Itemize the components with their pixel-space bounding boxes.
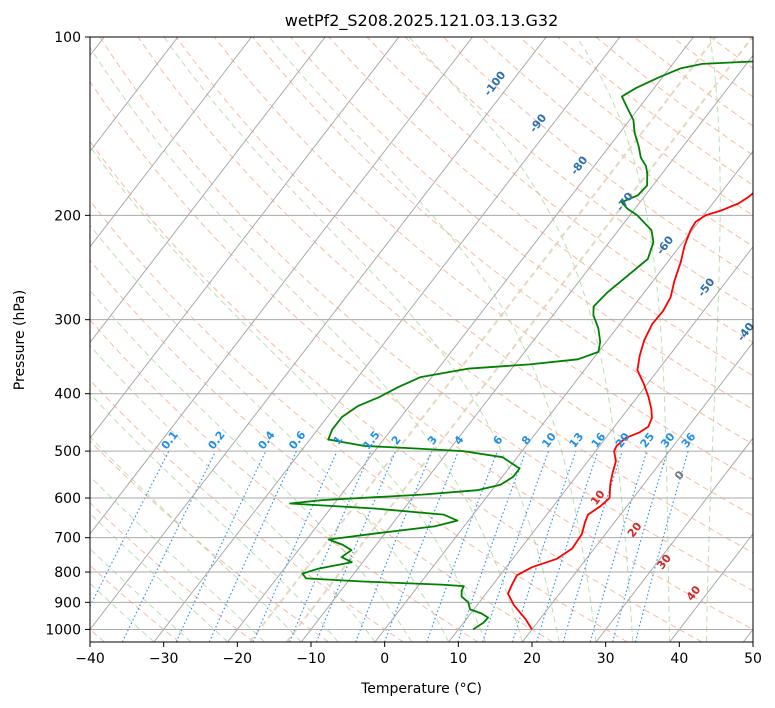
- moist-adiabat-line: [90, 475, 265, 642]
- y-tick-label: 600: [54, 491, 81, 507]
- dry-adiabat-line: [290, 37, 753, 411]
- dry-adiabat-line: [366, 37, 753, 344]
- isotherm-line: [90, 37, 252, 248]
- mixing-ratio-line: [289, 450, 372, 642]
- dry-adiabat-line: [90, 199, 628, 642]
- x-tick-label: −40: [75, 651, 105, 667]
- isotherm-line: [669, 532, 753, 642]
- moist-adiabat-line: [90, 289, 413, 642]
- dry-adiabat-line: [90, 140, 703, 642]
- mixing-ratio-line: [482, 450, 550, 642]
- y-tick-label: 900: [54, 595, 81, 611]
- dry-adiabat-line: [90, 319, 479, 642]
- chart-title: wetPf2_S208.2025.121.03.13.G32: [285, 11, 559, 31]
- dgz-line: [249, 37, 717, 642]
- isotherm-line: [595, 437, 753, 642]
- profile-lines: [289, 60, 753, 631]
- y-tick-label: 1000: [45, 622, 81, 638]
- y-tick-label: 700: [54, 531, 81, 547]
- x-tick-label: 50: [744, 651, 762, 667]
- moist-adiabat-line: [90, 548, 192, 642]
- dry-adiabat-line: [404, 37, 753, 311]
- isotherm-line: [227, 37, 694, 642]
- dry-adiabat-line: [175, 37, 753, 517]
- isotherm-line: [90, 37, 400, 439]
- x-axis-label: Temperature (°C): [360, 681, 482, 697]
- mixing-ratio-line: [457, 450, 527, 642]
- y-tick-label: 100: [54, 30, 81, 46]
- moist-adiabat-line: [90, 224, 450, 642]
- mixing-ratio-line: [315, 450, 397, 642]
- mixing-ratio-line: [536, 450, 599, 642]
- x-tick-label: 10: [449, 651, 467, 667]
- dgz-line: [285, 37, 753, 642]
- dewpoint-profile-line: [289, 60, 753, 631]
- moist-adiabat-line: [90, 344, 376, 642]
- y-tick-label: 500: [54, 444, 81, 460]
- mixing-ratio-line: [589, 450, 648, 642]
- moist-adiabat-line: [90, 582, 155, 642]
- isotherm-line: [153, 37, 621, 642]
- x-tick-label: 30: [597, 651, 615, 667]
- isotherm-line: [521, 341, 753, 642]
- mixing-ratio-line: [90, 450, 170, 608]
- y-axis-label: Pressure (hPa): [12, 290, 28, 390]
- y-tick-label: 800: [54, 565, 81, 581]
- x-tick-label: 0: [380, 651, 389, 667]
- isotherm-line: [90, 37, 547, 631]
- mixing-ratio-line: [612, 450, 669, 642]
- dry-adiabat-line: [328, 37, 753, 377]
- y-tick-label: 200: [54, 208, 81, 224]
- mixing-ratio-line: [355, 450, 433, 642]
- temperature-profile-line: [507, 192, 753, 630]
- y-tick-label: 300: [54, 313, 81, 329]
- x-tick-label: −10: [296, 651, 326, 667]
- x-tick-label: 20: [523, 651, 541, 667]
- moist-adiabat-line: [268, 37, 597, 642]
- x-axis: −40 −30 −20 −10 0 10 20 30 40 50: [75, 642, 762, 667]
- isotherm-line: [90, 37, 473, 535]
- moist-adiabat-line: [90, 436, 302, 642]
- dry-adiabat-line: [90, 80, 753, 630]
- isotherm-line: [300, 54, 753, 642]
- moist-adiabat-line: [576, 37, 671, 642]
- isotherm-line: [374, 150, 753, 642]
- mixing-ratio-line: [252, 450, 338, 642]
- mixing-ratio-line: [511, 450, 577, 642]
- dry-adiabat-line: [90, 440, 329, 642]
- isotherm-line: [90, 37, 179, 152]
- x-tick-label: 40: [670, 651, 688, 667]
- background-lines: [90, 37, 753, 642]
- moist-adiabat-line: [706, 37, 721, 642]
- isotherm-line: [448, 245, 753, 642]
- mixing-ratio-line: [562, 450, 623, 642]
- mixing-ratio-line: [426, 450, 498, 642]
- moist-adiabat-line: [90, 145, 486, 642]
- moist-adiabat-line: [163, 37, 560, 642]
- x-tick-label: −20: [223, 651, 253, 667]
- y-axis: 100 200 300 400 500 600 700 800 900 1000: [45, 30, 90, 638]
- dry-adiabat-line: [90, 564, 180, 642]
- dry-adiabat-line: [90, 259, 553, 642]
- dry-adiabat-line: [99, 37, 753, 592]
- plot-background: [90, 37, 753, 642]
- moist-adiabat-line: [90, 46, 523, 642]
- plot-frame: [89, 36, 754, 643]
- moist-adiabat-line: [90, 512, 229, 642]
- x-tick-label: −30: [149, 651, 179, 667]
- y-tick-label: 400: [54, 387, 81, 403]
- isotherm-line: [90, 37, 326, 344]
